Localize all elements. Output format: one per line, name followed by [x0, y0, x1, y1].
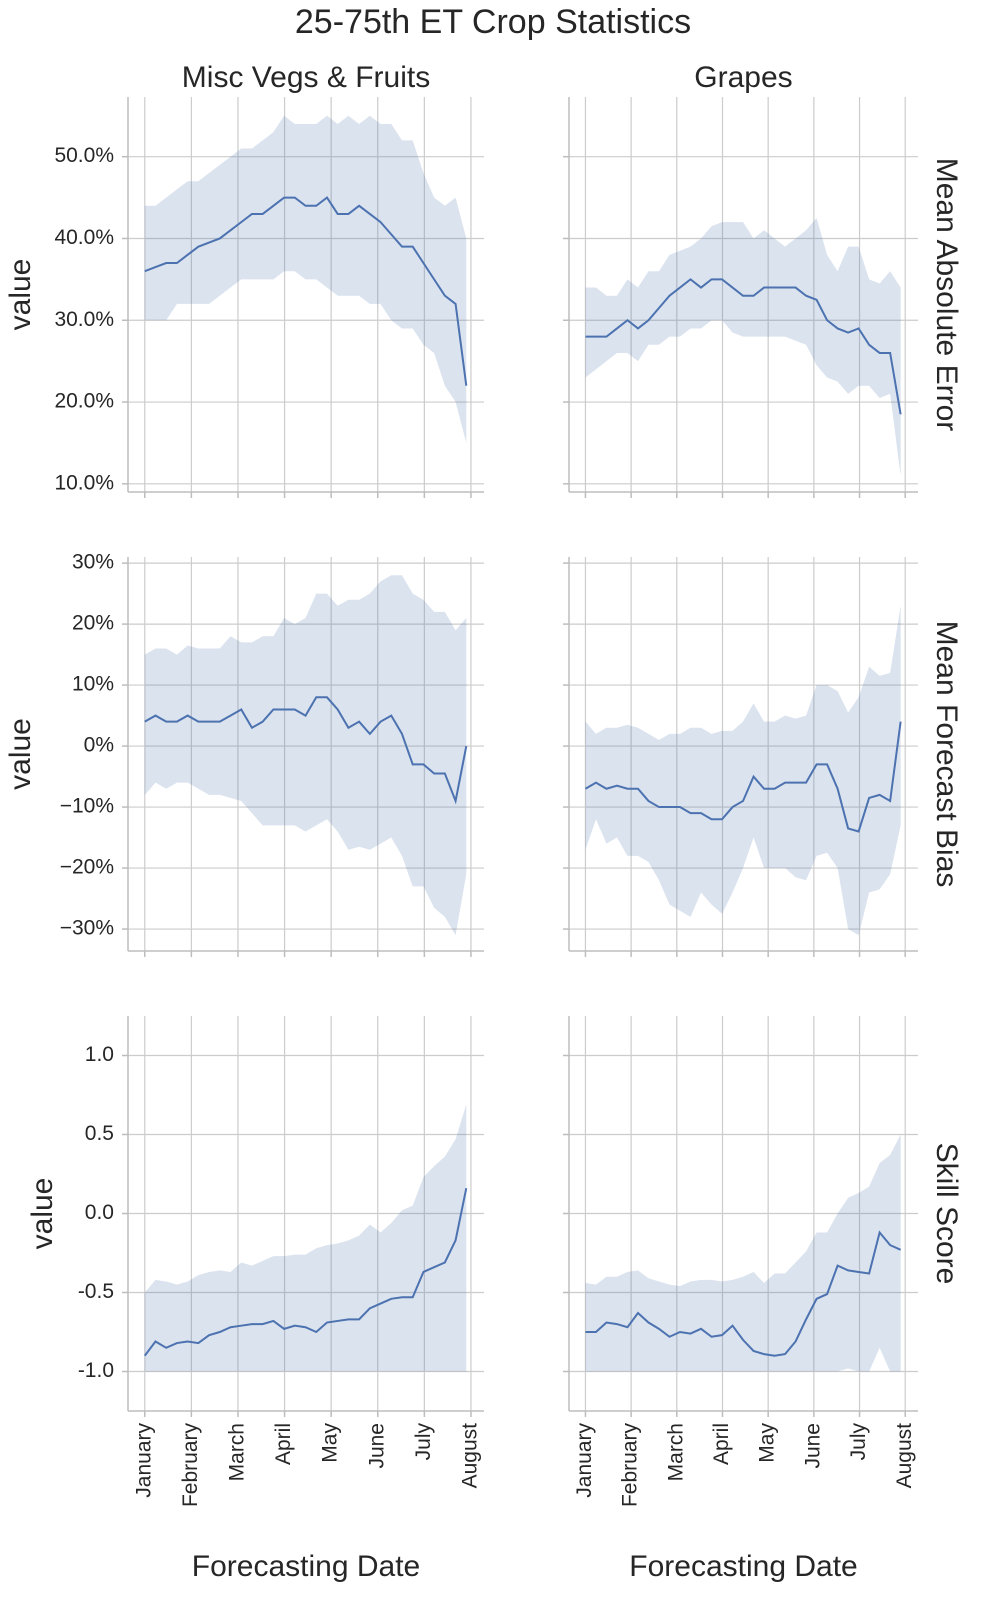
confidence-band: [585, 1134, 901, 1372]
x-tick-label: January: [573, 1423, 596, 1498]
confidence-band: [585, 605, 901, 936]
y-tick-label: 50.0%: [54, 144, 114, 167]
confidence-band: [585, 218, 901, 476]
x-tick-label: April: [272, 1423, 295, 1465]
x-axis-label: Forecasting Date: [629, 1550, 857, 1583]
y-axis-label: value: [4, 718, 37, 790]
x-tick-label: August: [893, 1423, 916, 1489]
y-tick-label: 40.0%: [54, 226, 114, 249]
y-axis-label: value: [26, 1178, 59, 1250]
confidence-band: [144, 115, 467, 443]
x-tick-label: January: [132, 1423, 155, 1498]
x-tick-label: July: [412, 1423, 435, 1461]
confidence-band: [144, 1104, 467, 1372]
chart-title: 25-75th ET Crop Statistics: [295, 3, 691, 41]
y-tick-label: 20%: [72, 612, 114, 635]
y-tick-label: 30%: [72, 551, 114, 574]
y-tick-label: 30.0%: [54, 308, 114, 331]
y-tick-label: 1.0: [85, 1043, 114, 1066]
row-label: Skill Score: [930, 1143, 963, 1285]
row-label: Mean Absolute Error: [930, 158, 963, 431]
y-tick-label: -0.5: [78, 1280, 114, 1303]
column-title: Grapes: [694, 61, 792, 94]
x-tick-label: April: [710, 1423, 733, 1465]
y-axis-label: value: [4, 259, 37, 331]
mean-line: [585, 1230, 902, 1357]
y-tick-label: 0.0: [85, 1201, 114, 1224]
y-tick-label: −30%: [60, 917, 114, 940]
x-axis-label: Forecasting Date: [192, 1550, 420, 1583]
y-tick-label: −10%: [60, 795, 114, 818]
x-tick-label: June: [365, 1423, 388, 1469]
y-tick-label: 10.0%: [54, 471, 114, 494]
y-tick-label: 0%: [84, 734, 114, 757]
mean-line: [584, 721, 902, 833]
x-tick-label: March: [664, 1423, 687, 1481]
x-tick-label: June: [801, 1423, 824, 1469]
mean-line: [144, 696, 468, 805]
y-tick-label: -1.0: [78, 1359, 114, 1382]
y-tick-label: 20.0%: [54, 390, 114, 413]
y-tick-label: 0.5: [85, 1122, 114, 1145]
y-tick-label: −20%: [60, 856, 114, 879]
x-tick-label: March: [226, 1423, 249, 1481]
x-tick-label: August: [458, 1423, 481, 1489]
row-label: Mean Forecast Bias: [930, 621, 963, 888]
x-tick-label: February: [619, 1423, 642, 1508]
y-tick-label: 10%: [72, 673, 114, 696]
mean-line: [585, 278, 902, 415]
x-tick-label: February: [179, 1423, 202, 1508]
x-tick-label: May: [319, 1423, 342, 1463]
x-tick-label: July: [847, 1423, 870, 1461]
column-title: Misc Vegs & Fruits: [182, 61, 430, 94]
mean-line: [144, 196, 468, 386]
confidence-band: [144, 575, 467, 936]
mean-line: [143, 1188, 468, 1357]
x-tick-label: May: [756, 1423, 779, 1463]
